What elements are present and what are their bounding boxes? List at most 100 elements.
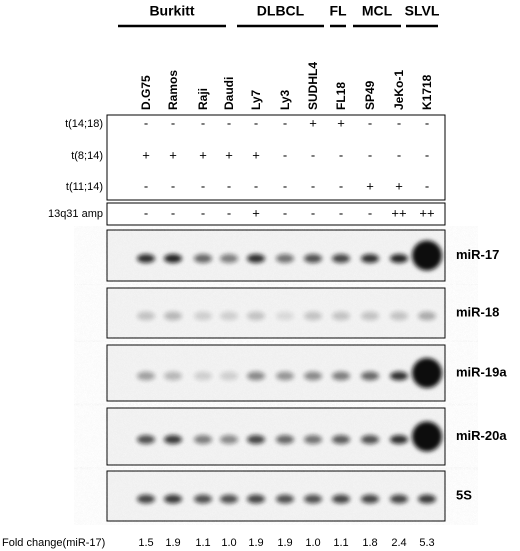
row-mark: + xyxy=(395,178,403,193)
row-mark: + xyxy=(366,178,374,193)
row-mark: + xyxy=(142,147,150,162)
row-mark: - xyxy=(144,178,148,193)
band xyxy=(194,494,212,504)
row-mark: - xyxy=(201,115,205,130)
blot-noise xyxy=(108,289,444,337)
group-label: SLVL xyxy=(405,3,440,19)
row-mark: - xyxy=(311,178,315,193)
row-mark: + xyxy=(252,205,260,220)
band xyxy=(137,371,155,381)
band xyxy=(137,435,155,444)
band xyxy=(276,311,294,321)
fold-change-value: 1.9 xyxy=(165,537,180,549)
band xyxy=(194,254,212,263)
row-mark: - xyxy=(201,205,205,220)
row-mark: - xyxy=(425,178,429,193)
blot-noise xyxy=(108,472,444,520)
row-mark: - xyxy=(339,178,343,193)
row-mark: - xyxy=(254,115,258,130)
row-mark: - xyxy=(311,147,315,162)
lane-label: K1718 xyxy=(420,74,434,110)
band xyxy=(276,254,294,263)
fold-change-value: 1.1 xyxy=(195,537,210,549)
band xyxy=(220,254,238,263)
band xyxy=(164,371,182,381)
band xyxy=(164,494,182,504)
band xyxy=(332,371,350,381)
row-label: t(8;14) xyxy=(71,150,103,162)
band xyxy=(304,311,322,321)
row-mark: - xyxy=(368,147,372,162)
band xyxy=(361,494,379,504)
band xyxy=(390,254,408,263)
band xyxy=(220,371,238,381)
row-mark: - xyxy=(368,115,372,130)
band xyxy=(194,435,212,444)
row-mark: - xyxy=(171,178,175,193)
row-mark: + xyxy=(169,147,177,162)
lane-label: Ly7 xyxy=(249,89,263,110)
lane-label: FL18 xyxy=(334,82,348,110)
row-mark: - xyxy=(339,205,343,220)
row-mark: - xyxy=(425,115,429,130)
blot-noise xyxy=(108,409,444,464)
fold-change-value: 1.8 xyxy=(362,537,377,549)
band xyxy=(332,254,350,263)
row-mark: - xyxy=(171,205,175,220)
band xyxy=(194,371,212,381)
band xyxy=(390,435,408,444)
annotation-box xyxy=(106,114,446,201)
lane-label: JeKo-1 xyxy=(392,70,406,110)
group-label: Burkitt xyxy=(149,3,194,19)
row-mark: - xyxy=(254,178,258,193)
row-mark: - xyxy=(171,115,175,130)
fold-change-value: 5.3 xyxy=(419,537,434,549)
row-mark: ++ xyxy=(391,205,406,220)
band xyxy=(194,311,212,321)
row-mark: + xyxy=(252,147,260,162)
group-label: DLBCL xyxy=(257,3,305,19)
row-mark: - xyxy=(311,205,315,220)
row-mark: - xyxy=(283,205,287,220)
row-mark: - xyxy=(339,147,343,162)
band xyxy=(418,311,436,321)
band xyxy=(304,435,322,444)
row-label: t(14;18) xyxy=(65,118,103,130)
band xyxy=(390,371,408,381)
band xyxy=(304,254,322,263)
band xyxy=(220,494,238,504)
fold-change-value: 1.9 xyxy=(248,537,263,549)
row-mark: - xyxy=(227,178,231,193)
fold-change-value: 1.9 xyxy=(277,537,292,549)
band xyxy=(304,371,322,381)
band xyxy=(276,435,294,444)
band xyxy=(390,311,408,321)
row-mark: - xyxy=(144,205,148,220)
row-mark: - xyxy=(201,178,205,193)
row-mark: - xyxy=(227,115,231,130)
row-mark: ++ xyxy=(419,205,434,220)
band xyxy=(247,494,265,504)
row-mark: - xyxy=(368,205,372,220)
fold-change-label: Fold change(miR-17) xyxy=(2,537,105,549)
row-mark: - xyxy=(283,147,287,162)
row-mark: - xyxy=(227,205,231,220)
fold-change-value: 1.0 xyxy=(221,537,236,549)
row-mark: - xyxy=(425,147,429,162)
band xyxy=(412,358,442,388)
band xyxy=(137,494,155,504)
band xyxy=(412,421,442,452)
band xyxy=(361,311,379,321)
blot-label: miR-18 xyxy=(456,304,499,319)
band xyxy=(247,311,265,321)
fold-change-value: 1.0 xyxy=(305,537,320,549)
band xyxy=(412,240,442,271)
lane-label: SP49 xyxy=(363,80,377,110)
band xyxy=(247,435,265,444)
row-mark: + xyxy=(199,147,207,162)
band xyxy=(418,494,436,504)
lane-label: SUDHL4 xyxy=(306,62,320,110)
row-label: t(11;14) xyxy=(66,181,103,193)
blot-label: miR-17 xyxy=(456,247,499,262)
